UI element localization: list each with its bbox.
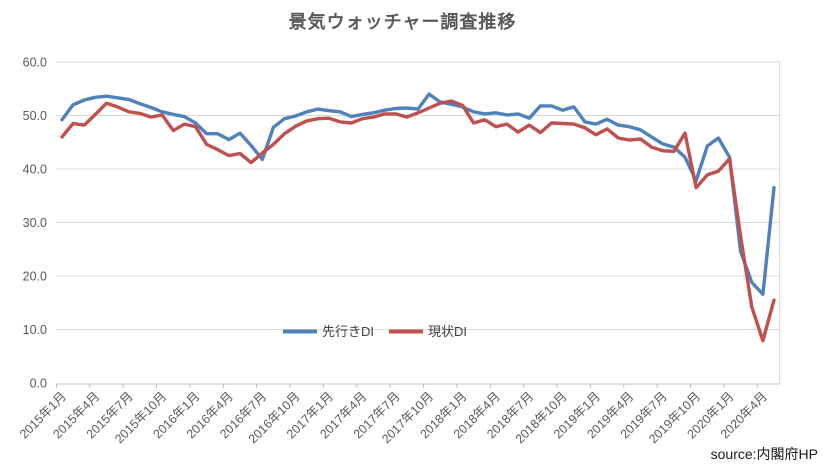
series-line-outlook-di bbox=[60, 92, 776, 296]
y-tick-label: 0.0 bbox=[30, 377, 47, 391]
legend-label: 先行きDI bbox=[322, 324, 374, 339]
y-tick-label: 40.0 bbox=[23, 163, 47, 177]
y-tick-label: 30.0 bbox=[23, 216, 47, 230]
y-tick-label: 50.0 bbox=[23, 109, 47, 123]
legend-item: 現状DI bbox=[389, 324, 467, 339]
y-tick-label: 20.0 bbox=[23, 270, 47, 284]
chart-title: 景気ウォッチャー調査推移 bbox=[288, 12, 517, 32]
series-line-current-di bbox=[60, 99, 776, 343]
source-note: source:内閣府HP bbox=[710, 446, 818, 462]
y-tick-label: 10.0 bbox=[23, 323, 47, 337]
legend-label: 現状DI bbox=[428, 324, 467, 339]
legend-item: 先行きDI bbox=[283, 324, 374, 339]
y-tick-label: 60.0 bbox=[23, 56, 47, 70]
